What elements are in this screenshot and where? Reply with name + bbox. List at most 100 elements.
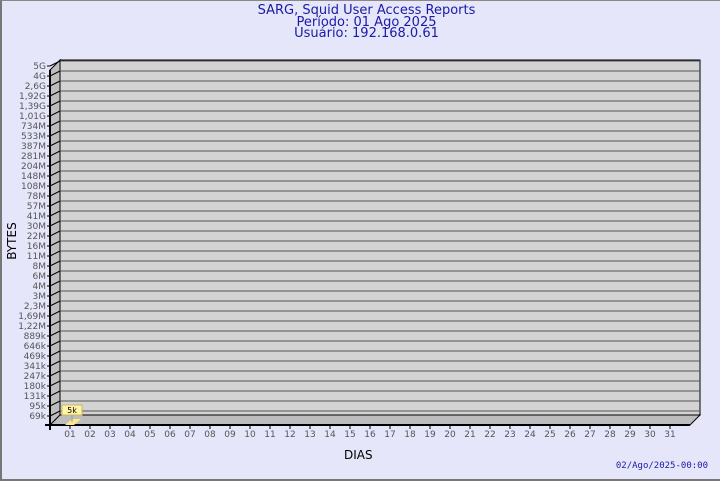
bar-data-label: 5k xyxy=(67,406,77,415)
y-axis-label: BYTES xyxy=(5,222,19,260)
back-wall xyxy=(59,59,701,416)
x-tick-label: 31 xyxy=(664,430,675,440)
x-tick-label: 24 xyxy=(524,430,536,440)
y-tick-label: 69k xyxy=(29,412,46,422)
x-tick-label: 10 xyxy=(244,430,256,440)
floor xyxy=(48,414,702,426)
y-tick-slant xyxy=(49,180,61,187)
y-tick-label: 469k xyxy=(24,352,47,362)
y-tick-slant xyxy=(49,390,61,397)
y-tick-slant xyxy=(49,230,61,237)
y-tick-label: 4M xyxy=(33,282,47,292)
x-tick-label: 08 xyxy=(204,430,216,440)
x-tick-label: 17 xyxy=(384,430,395,440)
y-tick-slant xyxy=(49,380,61,387)
y-tick-slant xyxy=(49,170,61,177)
chart-user: Usuário: 192.168.0.61 xyxy=(294,26,439,41)
x-tick-label: 07 xyxy=(184,430,195,440)
y-tick-label: 6M xyxy=(33,272,47,282)
x-tick-label: 26 xyxy=(564,430,576,440)
y-tick-label: 1,22M xyxy=(18,322,46,332)
y-tick-slant xyxy=(49,410,61,417)
y-tick-label: 889k xyxy=(24,332,47,342)
y-tick-slant xyxy=(49,340,61,347)
y-tick-slant xyxy=(49,190,61,197)
y-tick-label: 57M xyxy=(27,202,46,212)
y-tick-label: 533M xyxy=(21,132,46,142)
y-tick-slant xyxy=(49,120,61,127)
y-tick-label: 1,92G xyxy=(19,92,46,102)
y-tick-label: 148M xyxy=(21,172,46,182)
bar-label-box xyxy=(61,404,83,416)
y-tick-slant xyxy=(49,90,61,97)
y-tick-label: 1,69M xyxy=(18,312,46,322)
y-tick-label: 16M xyxy=(27,242,46,252)
y-tick-slant xyxy=(49,260,61,267)
y-tick-label: 387M xyxy=(21,142,46,152)
y-tick-label: 30M xyxy=(27,222,46,232)
y-tick-slant xyxy=(49,150,61,157)
y-tick-slant xyxy=(49,110,61,117)
y-tick-label: 2,3M xyxy=(24,302,46,312)
y-tick-label: 341k xyxy=(24,362,47,372)
x-tick-label: 13 xyxy=(304,430,315,440)
y-tick-slant xyxy=(49,210,61,217)
y-tick-slant xyxy=(49,360,61,367)
x-tick-label: 29 xyxy=(624,430,636,440)
x-tick-label: 21 xyxy=(464,430,475,440)
x-tick-label: 27 xyxy=(584,430,595,440)
y-tick-label: 4G xyxy=(33,72,46,82)
y-tick-slant xyxy=(49,270,61,277)
y-tick-label: 41M xyxy=(27,212,46,222)
x-tick-label: 04 xyxy=(124,430,136,440)
x-tick-label: 02 xyxy=(84,430,95,440)
chart-period: Período: 01 Ago 2025 xyxy=(296,15,437,30)
x-tick-label: 30 xyxy=(644,430,656,440)
bar-day-01 xyxy=(65,419,81,425)
x-tick-label: 11 xyxy=(264,430,275,440)
y-tick-label: 22M xyxy=(27,232,46,242)
y-tick-slant xyxy=(49,300,61,307)
y-tick-slant xyxy=(49,140,61,147)
x-tick-label: 03 xyxy=(104,430,115,440)
y-tick-slant xyxy=(49,60,61,67)
y-tick-slant xyxy=(49,130,61,137)
x-tick-label: 01 xyxy=(64,430,75,440)
y-tick-label: 95k xyxy=(29,402,46,412)
x-tick-label: 14 xyxy=(324,430,336,440)
y-tick-slant xyxy=(49,370,61,377)
y-tick-label: 108M xyxy=(21,182,46,192)
y-tick-label: 11M xyxy=(27,252,46,262)
y-tick-label: 8M xyxy=(33,262,47,272)
x-tick-label: 22 xyxy=(484,430,495,440)
timestamp: 02/Ago/2025-00:00 xyxy=(615,461,708,471)
y-tick-label: 3M xyxy=(33,292,47,302)
x-tick-label: 06 xyxy=(164,430,176,440)
y-tick-slant xyxy=(49,240,61,247)
x-tick-label: 25 xyxy=(544,430,555,440)
y-tick-slant xyxy=(49,220,61,227)
y-tick-slant xyxy=(49,100,61,107)
y-tick-slant xyxy=(49,330,61,337)
y-tick-slant xyxy=(49,200,61,207)
y-tick-label: 734M xyxy=(21,122,46,132)
y-tick-slant xyxy=(49,310,61,317)
x-tick-label: 19 xyxy=(424,430,436,440)
y-tick-slant xyxy=(49,350,61,357)
y-tick-slant xyxy=(49,320,61,327)
y-tick-slant xyxy=(49,400,61,407)
x-tick-label: 20 xyxy=(444,430,456,440)
x-tick-label: 16 xyxy=(364,430,376,440)
y-tick-slant xyxy=(49,160,61,167)
x-tick-label: 18 xyxy=(404,430,416,440)
x-tick-label: 15 xyxy=(344,430,355,440)
y-tick-label: 1,01G xyxy=(19,112,46,122)
y-tick-label: 180k xyxy=(24,382,47,392)
y-tick-label: 281M xyxy=(21,152,46,162)
y-tick-slant xyxy=(49,290,61,297)
y-tick-label: 78M xyxy=(27,192,46,202)
x-tick-label: 12 xyxy=(284,430,295,440)
y-tick-slant xyxy=(49,80,61,87)
x-tick-label: 05 xyxy=(144,430,155,440)
